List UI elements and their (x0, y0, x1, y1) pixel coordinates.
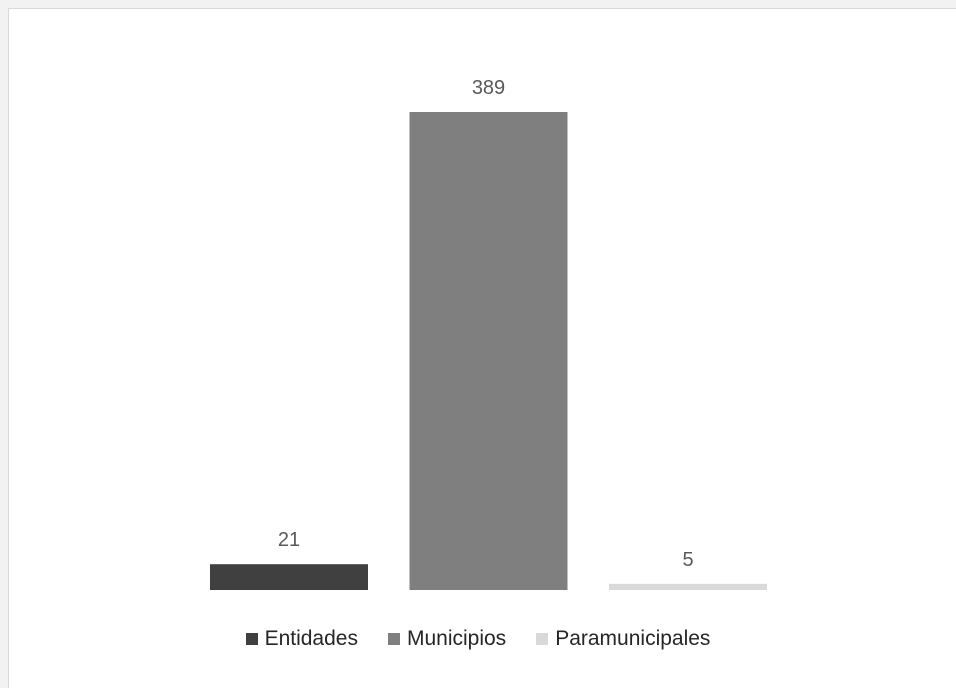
data-labels-group: 21 389 5 (278, 77, 694, 571)
bar-paramunicipales (609, 583, 767, 590)
legend-swatch-paramunicipales (536, 633, 549, 645)
legend-label-municipios: Municipios (406, 627, 507, 650)
data-label-paramunicipales: 5 (682, 549, 693, 571)
legend-swatch-municipios (387, 633, 400, 645)
bar-municipios (409, 112, 568, 590)
data-label-municipios: 389 (472, 77, 505, 99)
bar-entidades (210, 564, 368, 590)
bars-group (210, 112, 767, 590)
legend: Entidades Municipios Paramunicipales (0, 627, 956, 651)
data-label-entidades: 21 (278, 529, 300, 551)
legend-label-entidades: Entidades (264, 627, 358, 650)
legend-item-municipios: Municipios (387, 627, 507, 651)
legend-item-paramunicipales: Paramunicipales (536, 627, 710, 651)
legend-label-paramunicipales: Paramunicipales (555, 627, 711, 650)
legend-swatch-entidades (245, 633, 258, 645)
legend-item-entidades: Entidades (245, 627, 358, 651)
